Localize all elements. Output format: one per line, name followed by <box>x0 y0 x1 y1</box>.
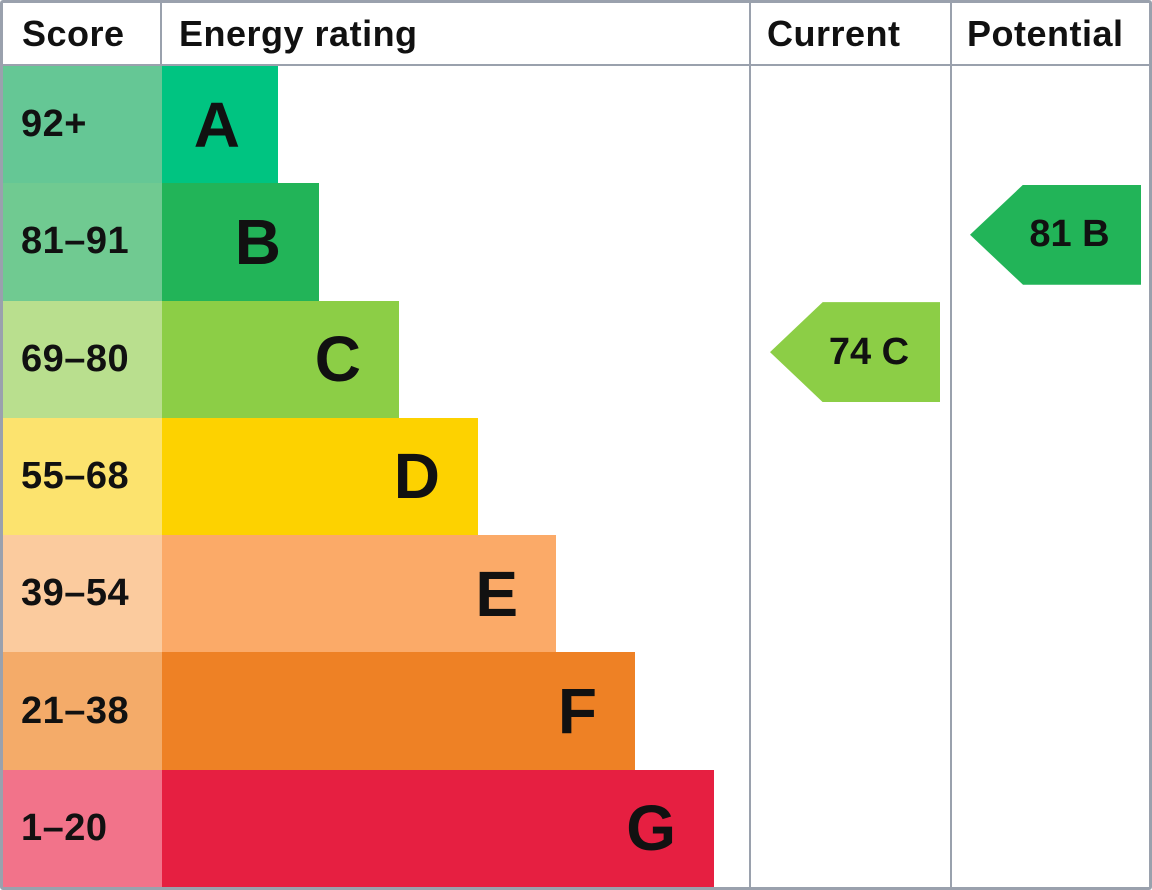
header-divider-line <box>3 64 1149 66</box>
band-row-b: 81–91 B <box>3 183 750 301</box>
band-bar-c: C <box>162 300 399 418</box>
band-row-c: 69–80 C <box>3 300 750 418</box>
band-score-range-b: 81–91 <box>3 183 162 301</box>
potential-rating-label: 81 B <box>1029 213 1110 256</box>
band-score-range-e: 39–54 <box>3 535 162 653</box>
band-row-f: 21–38 F <box>3 652 750 770</box>
band-row-g: 1–20 G <box>3 769 750 887</box>
bands: 92+ A 81–91 B 69–80 C 55–68 D 39–54 E 21–38 F 1–20 G <box>3 66 750 887</box>
band-score-range-g: 1–20 <box>3 769 162 887</box>
band-row-d: 55–68 D <box>3 417 750 536</box>
grid-line-score-energy <box>160 3 162 64</box>
band-bar-g: G <box>162 769 714 887</box>
band-score-range-f: 21–38 <box>3 652 162 770</box>
column-header-potential: Potential <box>967 12 1124 54</box>
current-rating-label: 74 C <box>828 330 910 373</box>
band-score-range-d: 55–68 <box>3 417 162 536</box>
potential-rating-arrow: 81 B <box>970 184 1141 285</box>
band-score-range-a: 92+ <box>3 66 162 184</box>
current-rating-arrow: 74 C <box>770 302 940 403</box>
band-score-range-c: 69–80 <box>3 300 162 418</box>
band-bar-a: A <box>162 66 278 184</box>
band-bar-e: E <box>162 535 556 653</box>
band-row-e: 39–54 E <box>3 535 750 653</box>
column-header-score: Score <box>22 12 125 54</box>
column-header-energy-rating: Energy rating <box>179 12 418 54</box>
grid-line-current-potential <box>950 3 952 887</box>
column-header-current: Current <box>767 12 901 54</box>
grid-line-energy-current <box>749 3 751 887</box>
chart-header: Score Energy rating Current Potential <box>3 3 1149 66</box>
band-row-a: 92+ A <box>3 66 750 184</box>
band-bar-d: D <box>162 417 478 536</box>
band-bar-f: F <box>162 652 635 770</box>
band-bar-b: B <box>162 183 319 301</box>
